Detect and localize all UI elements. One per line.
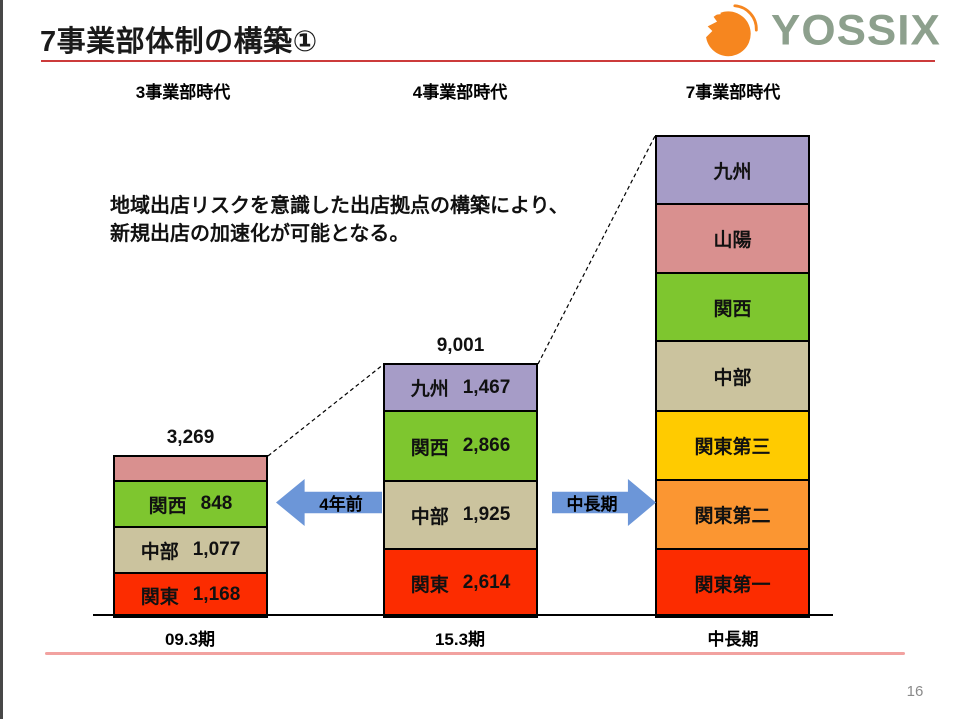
segment-value: 1,168 — [192, 584, 241, 605]
title-underline — [41, 60, 935, 62]
era-header: 3事業部時代 — [135, 83, 231, 102]
yossix-logo-text: YOSSIX — [771, 7, 941, 55]
bar-segment: 九州 — [655, 135, 810, 205]
segment-value: 848 — [200, 493, 233, 514]
segment-label: 関東 — [410, 574, 449, 596]
bar-segment: 九州 1,467 — [383, 363, 538, 412]
bar-segment: 中部 — [655, 340, 810, 412]
segment-label: 山陽 — [713, 230, 752, 251]
footer-divider-line — [45, 652, 905, 655]
segment-label: 関西 — [148, 495, 187, 517]
bar-segment: 関東第三 — [655, 410, 810, 481]
segment-label: 関東第一 — [694, 574, 771, 596]
segment-label: 中部 — [410, 506, 449, 528]
bar-segment: 山陽 — [655, 203, 810, 274]
segment-label: 中部 — [140, 541, 179, 563]
segment-label: 関東 — [140, 586, 179, 608]
bar-segment: 中部 1,077 — [113, 526, 268, 574]
segment-label: 関東第三 — [694, 437, 771, 458]
segment-label: 関東第二 — [694, 506, 771, 527]
segment-value: 2,614 — [462, 572, 511, 593]
segment-label: 九州 — [713, 161, 752, 183]
bar-segment: 関東 2,614 — [383, 548, 538, 618]
segment-value: 1,467 — [462, 376, 511, 398]
segment-label: 九州 — [410, 379, 449, 400]
arrow-left-label: 4年前 — [319, 495, 363, 514]
bar-segment: 関東第一 — [655, 548, 810, 618]
segment-value: 1,077 — [192, 539, 241, 560]
left-edge-strip — [0, 0, 3, 719]
arrow-right-label: 中長期 — [566, 495, 618, 514]
description-line-1: 地域出店リスクを意識した出店拠点の構築により、 — [110, 195, 569, 217]
segment-label: 関西 — [713, 298, 752, 320]
era-header: 7事業部時代 — [685, 83, 781, 102]
bar-segment — [113, 455, 268, 482]
yossix-orange-ball-icon — [703, 2, 758, 57]
yossix-logo: YOSSIX — [703, 2, 941, 60]
bar-segment: 関東 1,168 — [113, 572, 268, 618]
description-text: 地域出店リスクを意識した出店拠点の構築により、 新規出店の加速化が可能となる。 — [110, 192, 569, 248]
page-title: 7事業部体制の構築① — [40, 26, 318, 58]
bar-segment: 中部 1,925 — [383, 480, 538, 550]
era-header: 4事業部時代 — [412, 83, 508, 102]
segment-value: 1,925 — [462, 504, 511, 525]
bar-total-label: 3,269 — [166, 427, 215, 448]
bar-segment: 関西 848 — [113, 480, 268, 528]
bar-segment: 関西 — [655, 272, 810, 342]
bar-total-label: 9,001 — [436, 335, 485, 356]
segment-label: 中部 — [713, 367, 752, 389]
segment-label: 関西 — [410, 437, 449, 459]
description-line-2: 新規出店の加速化が可能となる。 — [110, 223, 410, 245]
segment-value: 2,866 — [462, 435, 511, 456]
category-label: 15.3期 — [434, 630, 486, 649]
bar-segment: 関東第二 — [655, 479, 810, 550]
x-axis-line — [93, 614, 833, 616]
bar-segment: 関西 2,866 — [383, 410, 538, 482]
category-label: 中長期 — [707, 630, 759, 649]
page-number: 16 — [906, 683, 924, 700]
category-label: 09.3期 — [164, 630, 216, 649]
